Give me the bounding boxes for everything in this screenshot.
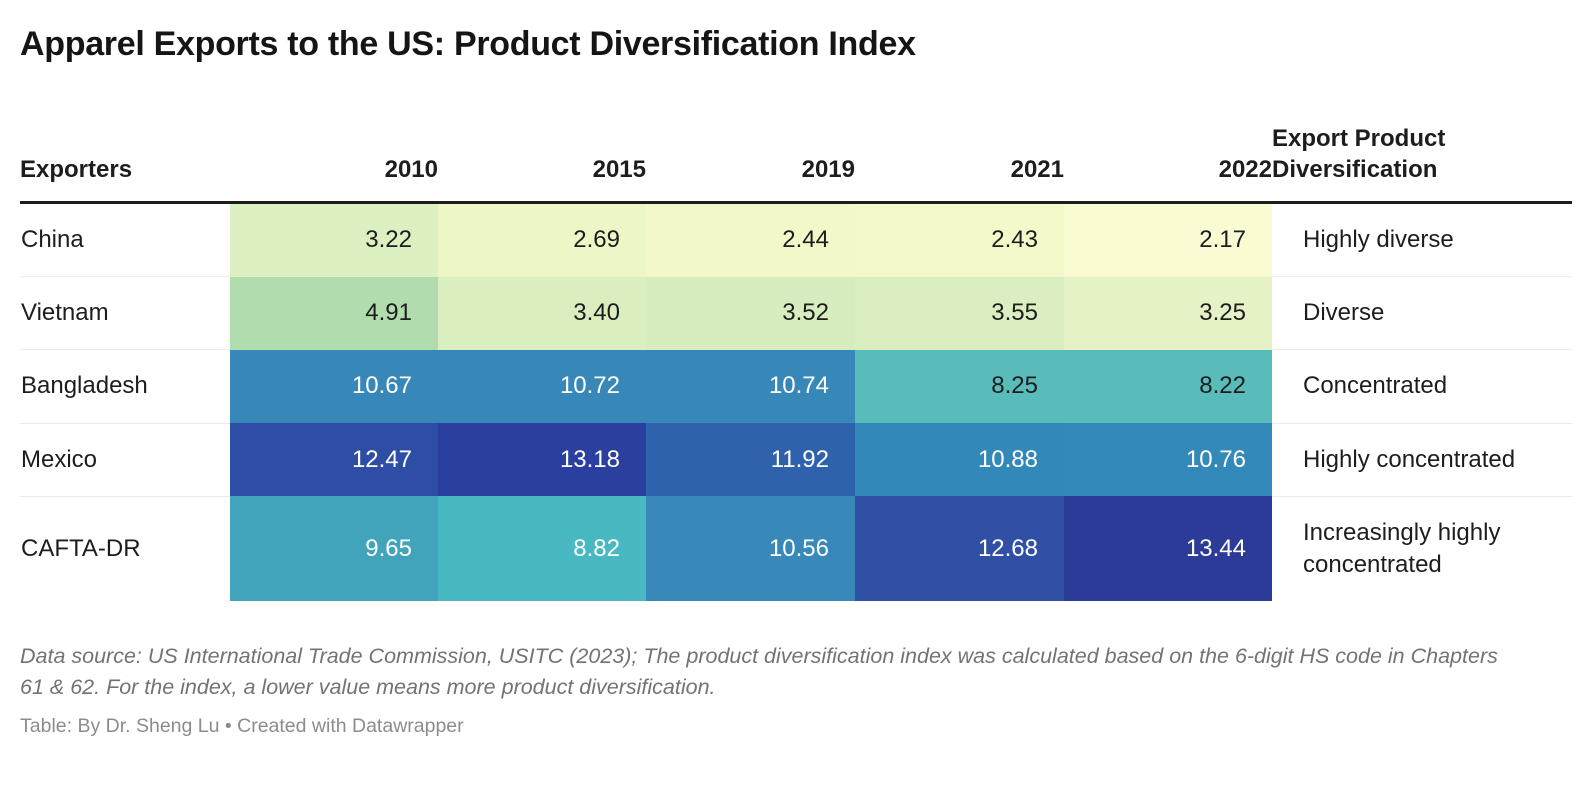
heatmap-value-cell: 12.68 [855,496,1064,602]
heatmap-value-cell: 10.72 [438,349,646,424]
heatmap-value-cell: 10.88 [855,423,1064,497]
table-row: China 3.22 2.69 2.44 2.43 2.17 Highly diverse [20,202,1572,278]
exporter-label: CAFTA-DR [21,534,141,562]
heatmap-value-cell: 9.65 [230,496,438,602]
table-header: Exporters 2010 2015 2019 2021 2022 Export Prod… [20,110,1572,205]
page-title: Apparel Exports to the US: Product Diver… [20,25,916,63]
heatmap-value-cell: 8.25 [855,349,1064,424]
heatmap-value-cell: 2.69 [438,202,646,277]
exporter-label: Vietnam [20,276,230,351]
attribution-line: Table: By Dr. Sheng Lu • Created with Da… [20,715,464,738]
heatmap-value-cell: 10.76 [1064,423,1272,497]
heatmap-value-cell: 3.22 [230,202,438,277]
table-row: Mexico 12.47 13.18 11.92 10.88 10.76 Highly co… [20,423,1572,497]
heatmap-value-cell: 8.22 [1064,349,1272,424]
diversification-label: Highly diverse [1272,202,1572,278]
table-row: Vietnam 4.91 3.40 3.52 3.55 3.25 Diverse [20,276,1572,351]
heatmap-value-cell: 2.43 [855,202,1064,277]
column-header-year: 2021 [855,110,1064,205]
table-row: Bangladesh 10.67 10.72 10.74 8.25 8.22 Concent… [20,349,1572,424]
data-source-note: Data source: US International Trade Comm… [20,644,1498,700]
column-header-year: 2015 [438,110,646,205]
diversification-label: Concentrated [1272,349,1572,424]
heatmap-value-cell: 10.74 [646,349,855,424]
heatmap-value-cell: 3.55 [855,276,1064,350]
diversification-label: Increasingly highly concentrated [1303,518,1501,578]
column-header-year: 2019 [646,110,855,205]
heatmap-value-cell: 8.82 [438,496,646,602]
heatmap-value-cell: 3.40 [438,276,646,350]
column-header-diversification: Export Product Diversification [1272,110,1572,205]
column-header-year: 2010 [230,110,438,205]
heatmap-value-cell: 12.47 [230,423,438,497]
heatmap-value-cell: 2.44 [646,202,855,277]
column-header-exporters: Exporters [20,110,230,205]
diversification-label: Highly concentrated [1272,423,1572,497]
column-header-year: 2022 [1064,110,1272,205]
diversification-label: Diverse [1272,276,1572,351]
heatmap-value-cell: 3.25 [1064,276,1272,350]
table-body: China 3.22 2.69 2.44 2.43 2.17 Highly diverse V… [20,202,1572,602]
exporter-label: Bangladesh [20,349,230,424]
exporter-label: China [20,202,230,278]
heatmap-value-cell: 10.67 [230,349,438,424]
footer: Data source: US International Trade Comm… [20,641,1572,741]
exporter-label: Mexico [20,423,230,497]
heatmap-value-cell: 3.52 [646,276,855,350]
table-row: CAFTA-DR 9.65 8.82 10.56 12.68 13.44 Increasin… [20,496,1572,602]
heatmap-value-cell: 11.92 [646,423,855,497]
heatmap-value-cell: 13.44 [1064,496,1272,602]
heatmap-value-cell: 4.91 [230,276,438,350]
heatmap-value-cell: 10.56 [646,496,855,602]
header-row: Exporters 2010 2015 2019 2021 2022 Export Prod… [20,110,1572,205]
heatmap-value-cell: 13.18 [438,423,646,497]
diversification-table: Exporters 2010 2015 2019 2021 2022 Export Prod… [20,110,1572,602]
heatmap-value-cell: 2.17 [1064,202,1272,277]
